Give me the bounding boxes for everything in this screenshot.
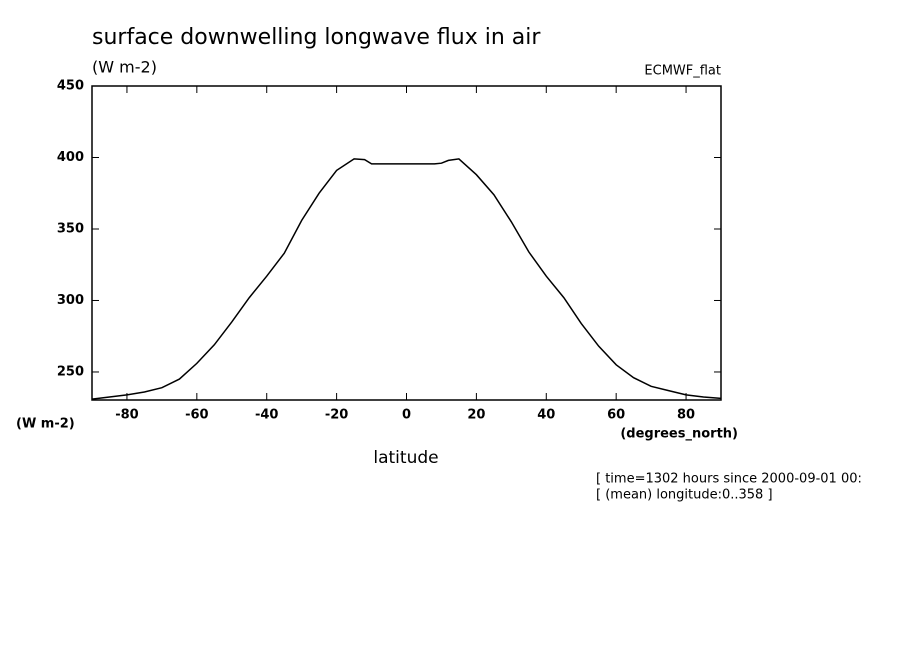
x-tick-label: 40 [537, 408, 555, 423]
y-tick-label: 300 [57, 293, 84, 308]
x-tick-label: -60 [185, 408, 209, 423]
x-tick-label: 80 [677, 408, 695, 423]
x-tick-label: -20 [325, 408, 349, 423]
x-tick-label: -40 [255, 408, 279, 423]
x-tick-label: -80 [115, 408, 139, 423]
chart-title: surface downwelling longwave flux in air [92, 25, 541, 50]
note: [ time=1302 hours since 2000-09-01 00: [596, 472, 862, 487]
x-tick-label: 60 [607, 408, 625, 423]
units: (W m-2) [92, 58, 157, 77]
y-axis-label: (W m-2) [16, 417, 75, 432]
x-units: (degrees_north) [620, 427, 738, 442]
x-axis-label: latitude [373, 448, 438, 468]
dataset: ECMWF_flat [644, 64, 721, 79]
note: [ (mean) longitude:0..358 ] [596, 488, 773, 503]
x-tick-label: 0 [402, 408, 411, 423]
y-tick-label: 400 [57, 150, 84, 165]
x-tick-label: 20 [467, 408, 485, 423]
y-tick-label: 350 [57, 221, 84, 236]
plot-frame [91, 85, 722, 401]
y-tick-label: 250 [57, 364, 84, 379]
y-tick-label: 450 [57, 79, 84, 94]
line [91, 158, 722, 400]
